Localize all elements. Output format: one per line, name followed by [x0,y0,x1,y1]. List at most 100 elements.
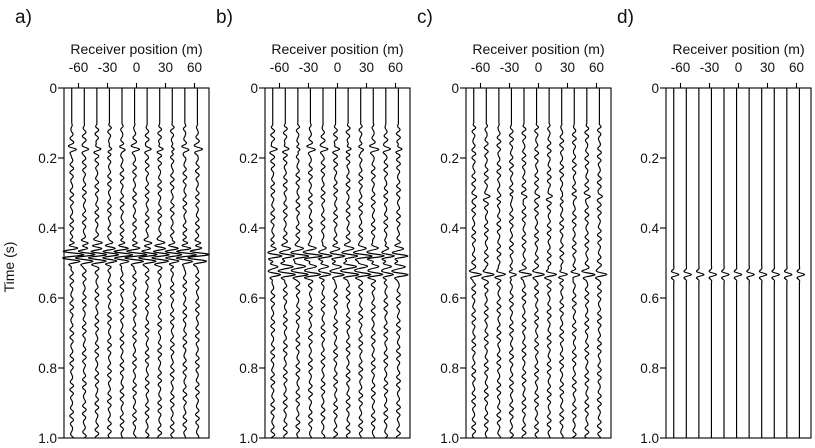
y-tick-label: 0.2 [440,151,459,166]
seismic-trace [74,87,96,439]
y-tick-label: 0.2 [38,151,57,166]
plot-frame [665,87,812,439]
seismic-trace [62,87,85,439]
plot-frame [264,87,411,439]
y-tick-label: 0.4 [440,221,459,236]
y-tick-label: 0 [451,81,459,96]
y-tick-label: 0.8 [239,361,258,376]
seismic-trace [594,87,608,439]
traces [670,87,806,439]
y-tick-label: 0.2 [239,151,258,166]
seismic-trace [468,87,482,439]
seismic-trace [340,87,360,439]
seismic-trace [796,87,806,439]
panel-c: c) Receiver position (m) -60 -30 0 30 60 0 0.2 0.… [417,7,612,446]
y-tick-label: 0.4 [640,221,659,236]
x-tick-label: -30 [98,60,118,75]
y-tick-label: 1.0 [440,431,459,446]
seismic-trace [758,87,768,439]
x-tick-label: 60 [187,60,202,75]
seismic-trace [138,87,158,439]
y-tick-label: 0.6 [640,291,659,306]
x-tick-label: -60 [471,60,491,75]
y-tick-label: 1.0 [640,431,659,446]
panel-a: a) Receiver position (m) -60 -30 0 30 60 0 0.2 0.… [15,7,210,446]
traces [267,87,409,439]
seismic-trace [695,87,705,439]
panel-label: d) [617,7,634,28]
y-tick-label: 0.6 [38,291,57,306]
seismic-trace [733,87,743,439]
y-tick-label: 0.2 [640,151,659,166]
panel-d: d) Receiver position (m) -60 -30 0 30 60 0 0.2 0.… [617,7,812,446]
y-tick-label: 0 [651,81,659,96]
y-tick-label: 0.6 [440,291,459,306]
seismic-trace [721,87,730,439]
seismic-trace [771,87,780,439]
x-tick-label: 30 [760,60,775,75]
seismic-trace [164,87,183,439]
panel-label: a) [15,7,32,28]
seismic-trace [267,87,283,439]
y-tick-label: 1.0 [239,431,258,446]
x-axis-title: Receiver position (m) [70,41,202,57]
panels: a) Receiver position (m) -60 -30 0 30 60 0 0.2 0.… [15,7,812,446]
panel-b: b) Receiver position (m) -60 -30 0 30 60 0 0.2 0.… [216,7,411,446]
x-tick-label: -30 [299,60,319,75]
seismic-trace [87,87,108,439]
y-tick-label: 0.8 [38,361,57,376]
seismic-trace [381,87,395,439]
seismic-trace [532,87,545,439]
seismic-trace [581,87,596,439]
seismic-trace [391,87,409,439]
y-tick-label: 0.4 [38,221,57,236]
y-tick-label: 1.0 [38,431,57,446]
y-tick-label: 0.8 [440,361,459,376]
x-tick-label: 30 [158,60,173,75]
x-tick-label: 30 [560,60,575,75]
panel-label: c) [417,7,433,28]
x-tick-label: -60 [270,60,290,75]
seismic-trace [175,87,197,439]
seismic-trace [317,87,333,439]
seismic-trace [746,87,755,439]
seismic-trace [277,87,296,439]
y-tick-label: 0.4 [239,221,258,236]
seismic-trace [508,87,517,439]
seismic-trace [570,87,581,439]
x-tick-label: 60 [589,60,604,75]
x-tick-label: 0 [133,60,141,75]
traces [468,87,608,439]
x-tick-label: 60 [388,60,403,75]
seismic-trace [708,87,718,439]
seismic-trace [494,87,506,439]
x-axis-title: Receiver position (m) [672,41,804,57]
seismic-trace [670,87,680,439]
seismic-trace [302,87,323,439]
seismic-trace [290,87,310,439]
y-axis-title: Time (s) [1,242,17,293]
seismic-trace [352,87,373,439]
panel-label: b) [216,7,233,28]
seismic-trace [124,87,148,439]
x-tick-label: 60 [789,60,804,75]
seismic-trace [366,87,385,439]
seismic-trace [481,87,495,439]
y-tick-label: 0 [250,81,258,96]
seismic-trace [113,87,134,439]
y-tick-label: 0.6 [239,291,258,306]
x-axis-title: Receiver position (m) [472,41,604,57]
y-tick-label: 0 [49,81,57,96]
x-tick-label: -60 [69,60,89,75]
seismic-trace [187,87,210,439]
seismic-trace [683,87,692,439]
seismic-trace [518,87,532,439]
x-tick-label: -60 [671,60,691,75]
x-tick-label: 0 [334,60,342,75]
y-tick-label: 0.8 [640,361,659,376]
seismic-trace [783,87,793,439]
x-tick-label: -30 [700,60,720,75]
x-tick-label: 0 [735,60,743,75]
x-tick-label: 0 [535,60,543,75]
